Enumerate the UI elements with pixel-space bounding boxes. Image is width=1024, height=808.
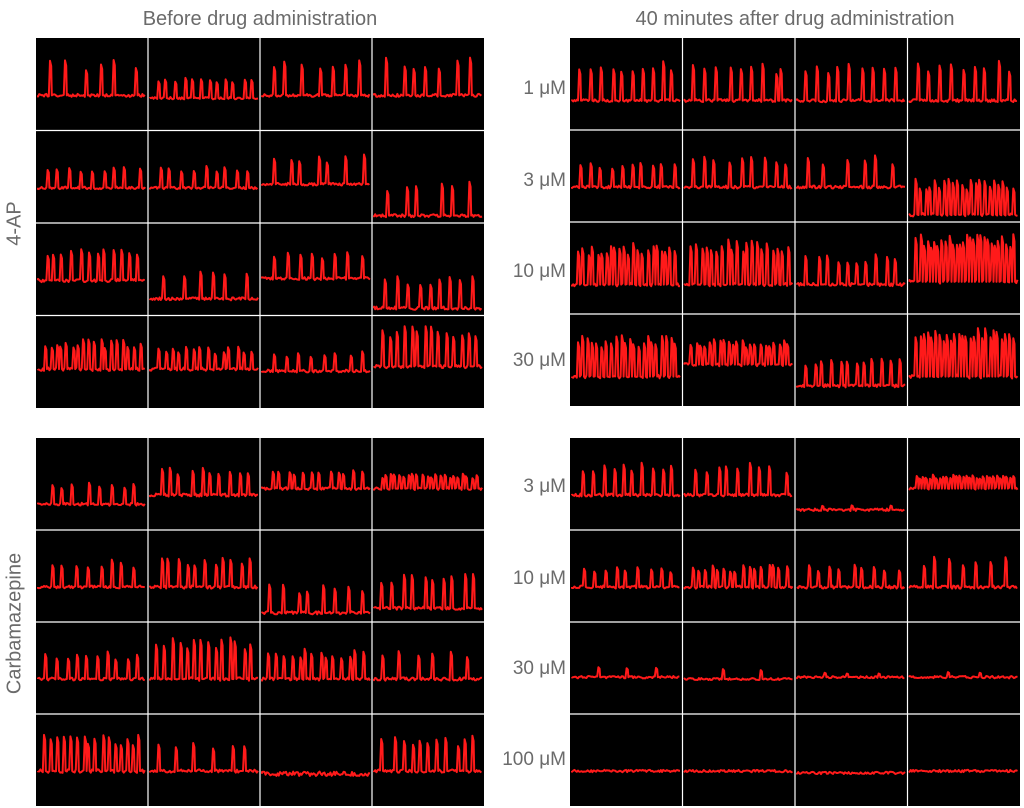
trace-r4-c4 (373, 734, 482, 774)
trace-r4-c2 (149, 742, 259, 774)
trace-r4-c3 (796, 357, 906, 389)
trace-r4-c4 (373, 325, 483, 370)
trace-r1-c1 (571, 461, 681, 498)
title-after: 40 minutes after drug administration (635, 8, 955, 30)
group-label-4ap: 4-AP (3, 201, 26, 246)
conc-label-cbz-3: 30 μM (512, 658, 566, 679)
trace-r4-c3 (261, 770, 371, 777)
trace-r1-c1 (37, 59, 146, 98)
trace-r3-c2 (683, 238, 794, 288)
trace-r2-c3 (261, 153, 370, 187)
trace-r1-c3 (796, 504, 905, 512)
trace-r2-c1 (37, 166, 146, 191)
trace-r3-c3 (261, 647, 371, 682)
trace-r2-c4 (908, 555, 1018, 590)
trace-r3-c2 (149, 636, 259, 682)
trace-r1-c3 (261, 59, 371, 98)
trace-r3-c1 (37, 650, 146, 682)
trace-r1-c3 (261, 469, 371, 491)
conc-label-4ap-3: 10 μM (512, 261, 566, 282)
panel-cbz-before (36, 438, 484, 806)
trace-r2-c1 (37, 558, 145, 590)
trace-r1-c4 (373, 472, 483, 491)
trace-r1-c3 (796, 62, 906, 104)
trace-r3-c2 (683, 668, 793, 681)
trace-r2-c4 (373, 180, 483, 219)
trace-r2-c1 (571, 566, 680, 590)
trace-r1-c4 (908, 59, 1017, 104)
trace-r1-c4 (373, 56, 482, 98)
trace-r3-c4 (373, 275, 483, 311)
trace-r4-c4 (908, 768, 1018, 774)
trace-r2-c1 (571, 162, 681, 190)
title-before: Before drug administration (142, 8, 378, 30)
traces-cbz-after (570, 438, 1020, 806)
trace-r1-c1 (37, 481, 146, 507)
trace-r3-c3 (796, 671, 905, 680)
conc-label-cbz-4: 100 μM (502, 749, 566, 770)
trace-r1-c2 (683, 62, 793, 103)
panel-4ap-after (570, 38, 1020, 406)
trace-r2-c3 (796, 563, 906, 590)
trace-r4-c1 (571, 768, 680, 774)
trace-r2-c2 (149, 556, 259, 590)
trace-r4-c1 (571, 334, 681, 380)
trace-r4-c1 (37, 338, 145, 372)
trace-r1-c4 (908, 473, 1019, 491)
panel-4ap-before (36, 38, 484, 408)
trace-r2-c3 (796, 154, 905, 190)
traces-cbz-before (36, 438, 484, 806)
trace-r4-c4 (908, 327, 1019, 380)
trace-r2-c3 (261, 583, 371, 616)
trace-r1-c1 (571, 60, 681, 103)
trace-r4-c3 (796, 770, 906, 776)
trace-r1-c2 (149, 466, 259, 498)
trace-r4-c2 (149, 345, 259, 372)
panel-cbz-after (570, 438, 1020, 806)
conc-label-cbz-1: 3 μM (523, 476, 566, 497)
trace-r4-c3 (261, 350, 371, 374)
trace-r4-c2 (683, 338, 793, 368)
traces-4ap-after (570, 38, 1020, 406)
trace-r3-c4 (908, 671, 1018, 680)
trace-r3-c2 (149, 270, 259, 302)
trace-r4-c2 (683, 768, 793, 774)
trace-r3-c1 (37, 248, 145, 284)
trace-r1-c2 (683, 461, 793, 498)
trace-r1-c2 (149, 76, 259, 101)
trace-r2-c2 (683, 563, 794, 590)
group-label-carbamazepine: Carbamazepine (3, 552, 26, 695)
trace-r2-c2 (149, 165, 259, 191)
conc-label-cbz-2: 10 μM (512, 568, 566, 589)
trace-r2-c4 (908, 177, 1018, 218)
trace-r3-c1 (571, 666, 680, 680)
trace-r3-c4 (373, 650, 483, 682)
conc-label-4ap-1: 1 μM (523, 78, 566, 99)
trace-r2-c4 (373, 573, 483, 611)
conc-label-4ap-4: 30 μM (512, 350, 566, 371)
trace-r3-c3 (261, 251, 371, 282)
trace-r3-c1 (571, 242, 681, 288)
trace-r4-c1 (37, 733, 146, 774)
trace-r2-c2 (683, 155, 793, 190)
trace-r3-c3 (796, 253, 906, 288)
conc-label-4ap-2: 3 μM (523, 170, 566, 191)
trace-r3-c4 (908, 233, 1019, 285)
traces-4ap-before (36, 38, 484, 408)
